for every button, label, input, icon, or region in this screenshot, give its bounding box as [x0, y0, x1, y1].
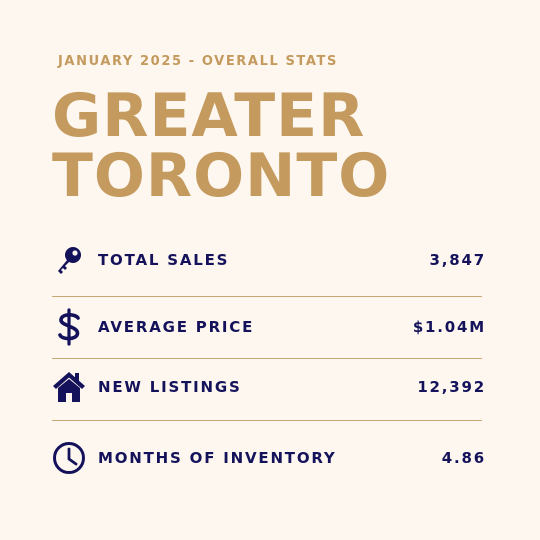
house-icon [50, 368, 88, 406]
stat-row-months-of-inventory: MONTHS OF INVENTORY 4.86 [50, 438, 486, 478]
divider [52, 358, 482, 359]
page-title: GREATER TORONTO [52, 86, 390, 206]
stat-row-total-sales: TOTAL SALES 3,847 [50, 240, 486, 280]
title-line-2: TORONTO [52, 141, 391, 211]
stat-value: 3,847 [429, 251, 486, 269]
title-line-1: GREATER [52, 81, 366, 151]
stat-label: TOTAL SALES [98, 251, 230, 269]
stat-label: MONTHS OF INVENTORY [98, 449, 337, 467]
stat-row-new-listings: NEW LISTINGS 12,392 [50, 367, 486, 407]
stat-value: 12,392 [417, 378, 486, 396]
subtitle: JANUARY 2025 - OVERALL STATS [58, 54, 338, 69]
clock-icon [50, 439, 88, 477]
divider [52, 420, 482, 421]
dollar-sign-icon [50, 308, 88, 346]
stat-value: 4.86 [441, 449, 486, 467]
key-icon [50, 241, 88, 279]
stat-value: $1.04M [412, 318, 486, 336]
stat-label: NEW LISTINGS [98, 378, 242, 396]
stat-row-average-price: AVERAGE PRICE $1.04M [50, 307, 486, 347]
divider [52, 296, 482, 297]
stat-label: AVERAGE PRICE [98, 318, 255, 336]
